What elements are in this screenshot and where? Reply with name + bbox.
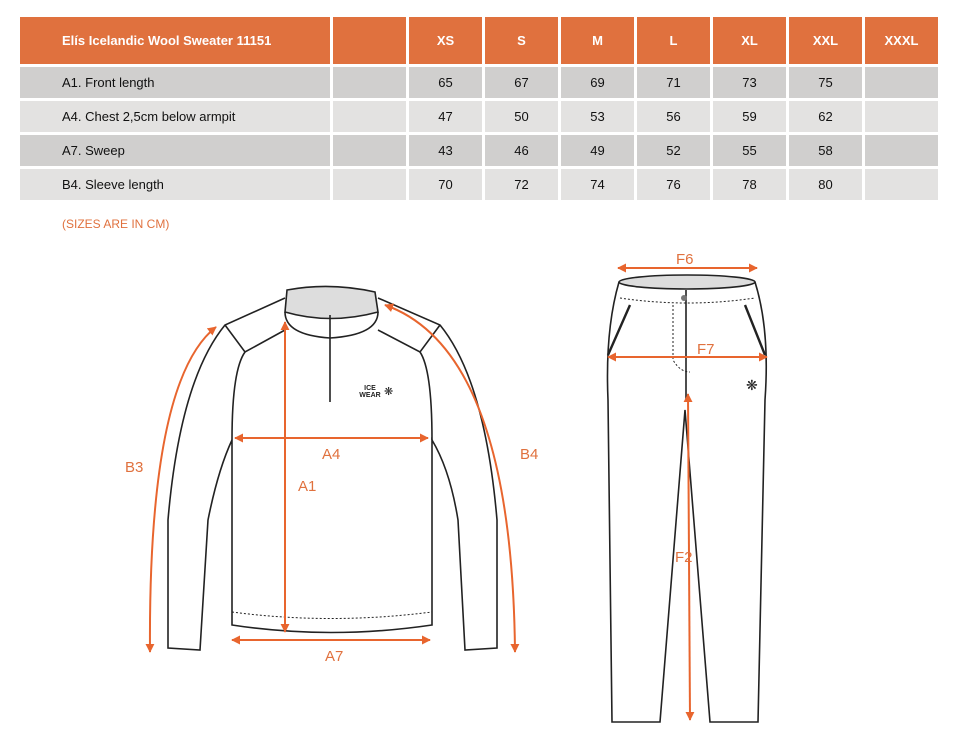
measurement-value: 78	[713, 169, 786, 200]
size-header: M	[561, 17, 634, 64]
measurement-value: 53	[561, 101, 634, 132]
table-row: A1. Front length 65 67 69 71 73 75	[20, 67, 938, 98]
table-row: B4. Sleeve length 70 72 74 76 78 80	[20, 169, 938, 200]
label-a4: A4	[322, 446, 340, 463]
size-header: XXL	[789, 17, 862, 64]
measurement-value: 49	[561, 135, 634, 166]
measurement-value: 50	[485, 101, 558, 132]
measurement-value: 73	[713, 67, 786, 98]
size-header: XXXL	[865, 17, 938, 64]
size-table: Elís Icelandic Wool Sweater 11151 XS S M…	[17, 14, 941, 203]
label-b3: B3	[125, 459, 143, 476]
measure-arrows	[145, 263, 768, 721]
measurement-label: A4. Chest 2,5cm below armpit	[20, 101, 330, 132]
sweater-drawing	[167, 285, 498, 651]
measurement-value: 70	[409, 169, 482, 200]
measurement-value	[865, 101, 938, 132]
label-a7: A7	[325, 648, 343, 665]
label-f7: F7	[697, 341, 715, 358]
measurement-value: 80	[789, 169, 862, 200]
logo: WEAR	[359, 392, 380, 399]
label-a1: A1	[298, 478, 316, 495]
table-header: Elís Icelandic Wool Sweater 11151 XS S M…	[20, 17, 938, 64]
measurement-value: 46	[485, 135, 558, 166]
table-row: A4. Chest 2,5cm below armpit 47 50 53 56 59 62	[20, 101, 938, 132]
measurement-value: 75	[789, 67, 862, 98]
measurement-value	[865, 135, 938, 166]
measurement-value	[865, 169, 938, 200]
button	[681, 295, 687, 301]
measurement-value: 69	[561, 67, 634, 98]
pants-drawing	[606, 274, 768, 723]
measurement-value: 67	[485, 67, 558, 98]
measurement-value: 43	[409, 135, 482, 166]
label-f2: F2	[675, 549, 693, 566]
label-f6: F6	[676, 251, 694, 268]
snowflake-icon: ❋	[746, 377, 758, 393]
size-header: XS	[409, 17, 482, 64]
measurement-value: 47	[409, 101, 482, 132]
units-note: (SIZES ARE IN CM)	[62, 217, 170, 231]
size-header: S	[485, 17, 558, 64]
size-header: L	[637, 17, 710, 64]
measurement-value: 58	[789, 135, 862, 166]
measurement-label: A1. Front length	[20, 67, 330, 98]
measurement-value: 74	[561, 169, 634, 200]
measurement-value: 71	[637, 67, 710, 98]
measurement-value: 52	[637, 135, 710, 166]
measurement-label: B4. Sleeve length	[20, 169, 330, 200]
size-header: XL	[713, 17, 786, 64]
measurement-value: 55	[713, 135, 786, 166]
measurement-value	[865, 67, 938, 98]
label-b4: B4	[520, 446, 538, 463]
measurement-value: 65	[409, 67, 482, 98]
logo: ICE	[364, 385, 376, 392]
table-row: A7. Sweep 43 46 49 52 55 58	[20, 135, 938, 166]
measurement-value: 62	[789, 101, 862, 132]
measurement-value: 56	[637, 101, 710, 132]
measurement-value: 76	[637, 169, 710, 200]
measurement-label: A7. Sweep	[20, 135, 330, 166]
table-title: Elís Icelandic Wool Sweater 11151	[20, 17, 330, 64]
measurement-value: 59	[713, 101, 786, 132]
measurement-value: 72	[485, 169, 558, 200]
snowflake-icon: ❋	[384, 386, 393, 398]
